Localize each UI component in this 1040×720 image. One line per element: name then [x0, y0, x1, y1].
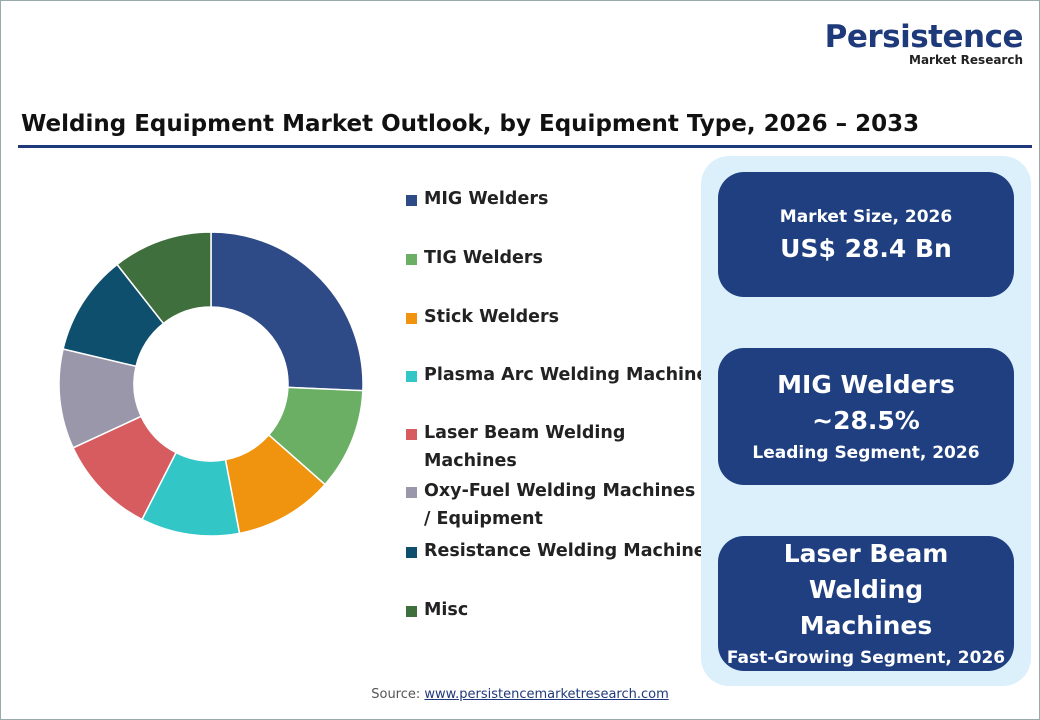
stat-card: Laser Beam Welding Machines Fast-Growing…	[718, 536, 1014, 671]
card-value: ~28.5%	[812, 405, 920, 435]
donut-chart	[58, 231, 364, 537]
legend-swatch	[406, 487, 417, 498]
stat-card: Market Size, 2026 US$ 28.4 Bn	[718, 172, 1014, 297]
legend-label: TIG Welders	[424, 248, 543, 268]
legend-swatch	[406, 429, 417, 440]
legend-label: Stick Welders	[424, 307, 560, 327]
legend-swatch	[406, 254, 417, 265]
legend-swatch	[406, 195, 417, 206]
card-subtitle: Fast-Growing Segment, 2026	[726, 647, 1006, 668]
card-title: MIG Welders	[777, 369, 955, 399]
stats-panel: Market Size, 2026 US$ 28.4 Bn MIG Welder…	[701, 156, 1031, 686]
legend-label: Plasma Arc Welding Machines	[424, 365, 704, 385]
legend-item: TIG Welders	[406, 244, 704, 272]
legend-swatch	[406, 547, 417, 558]
legend-item: Resistance Welding Machines	[406, 537, 704, 565]
source-link[interactable]: www.persistencemarketresearch.com	[424, 687, 669, 702]
legend-label: Oxy-Fuel Welding Machines / Equipment	[424, 481, 696, 529]
card-subtitle: Market Size, 2026	[779, 206, 953, 227]
legend-item: Stick Welders	[406, 303, 704, 331]
legend-label: Laser Beam Welding Machines	[424, 423, 626, 471]
legend-swatch	[406, 606, 417, 617]
legend-label: Misc	[424, 600, 469, 620]
legend-swatch	[406, 313, 417, 324]
legend: MIG Welders TIG Welders Stick Welders Plasm…	[406, 181, 704, 631]
legend-item: Oxy-Fuel Welding Machines / Equipment	[406, 477, 704, 533]
source-label: Source:	[371, 687, 421, 702]
legend-label: Resistance Welding Machines	[424, 541, 704, 561]
legend-label: MIG Welders	[424, 189, 549, 209]
legend-item: Misc	[406, 596, 704, 624]
title-rule	[18, 145, 1032, 148]
source: Source: www.persistencemarketresearch.co…	[1, 687, 1039, 702]
card-value: US$ 28.4 Bn	[780, 233, 952, 263]
stat-card: MIG Welders ~28.5% Leading Segment, 2026	[718, 348, 1014, 485]
logo-tagline: Market Research	[909, 53, 1023, 67]
donut-segment	[116, 231, 212, 325]
card-subtitle: Leading Segment, 2026	[752, 442, 980, 463]
donut-segment	[210, 231, 364, 392]
card-title: Laser Beam Welding Machines	[783, 538, 949, 640]
legend-item: Laser Beam Welding Machines	[406, 419, 704, 475]
legend-swatch	[406, 371, 417, 382]
legend-item: Plasma Arc Welding Machines	[406, 361, 704, 389]
logo-name: Persistence	[824, 19, 1024, 55]
legend-item: MIG Welders	[406, 185, 704, 213]
chart-title: Welding Equipment Market Outlook, by Equ…	[21, 111, 920, 137]
